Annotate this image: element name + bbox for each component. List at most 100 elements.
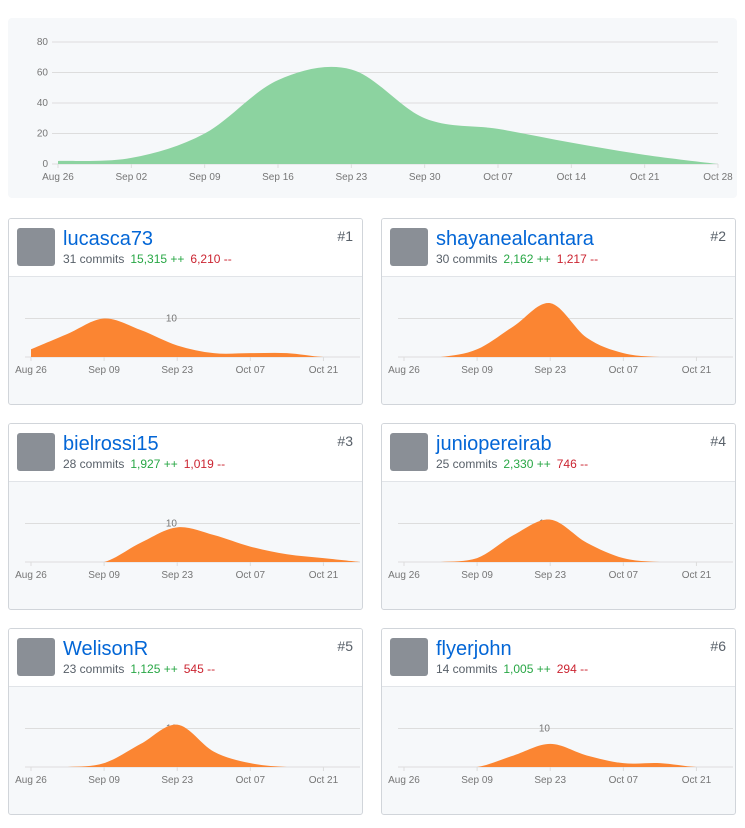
x-tick-label: Sep 09 [88,365,120,376]
x-tick-label: Oct 21 [682,775,712,786]
area [31,527,360,562]
x-tick-label: Sep 23 [161,570,193,581]
rank: #1 [337,228,353,244]
stats: 31 commits 15,315 ++ 6,210 -- [63,252,232,266]
commit-count: 14 commits [436,662,498,676]
rank: #5 [337,638,353,654]
stats: 25 commits 2,330 ++ 746 -- [436,457,588,471]
additions: 2,162 ++ [503,252,551,266]
x-tick-label: Aug 26 [42,172,74,183]
deletions: 1,217 -- [556,252,599,266]
y-tick-label: 20 [37,129,49,140]
rank: #2 [710,228,726,244]
y-tick-label: 40 [37,98,49,109]
x-tick-label: Oct 21 [682,365,712,376]
contributor-card: flyerjohn 14 commits 1,005 ++ 294 -- #6 10 Aug… [381,628,736,815]
x-tick-label: Sep 09 [88,570,120,581]
x-tick-label: Aug 26 [388,775,420,786]
additions: 1,005 ++ [503,662,551,676]
area [404,743,733,767]
username[interactable]: lucasca73 [63,228,154,250]
stats: 28 commits 1,927 ++ 1,019 -- [63,457,225,471]
rank: #6 [710,638,726,654]
card-header: bielrossi15 28 commits 1,927 ++ 1,019 -- #3 [9,424,362,482]
area [31,318,360,357]
x-tick-label: Sep 09 [461,775,493,786]
avatar [390,228,428,266]
x-tick-label: Oct 07 [609,570,639,581]
x-tick-label: Oct 07 [609,365,639,376]
y-tick-label: 60 [37,68,49,79]
x-tick-label: Sep 09 [461,365,493,376]
x-tick-label: Aug 26 [15,570,47,581]
commit-count: 30 commits [436,252,498,266]
username[interactable]: flyerjohn [436,638,512,660]
stats: 30 commits 2,162 ++ 1,217 -- [436,252,598,266]
deletions: 746 -- [556,457,589,471]
x-tick-label: Oct 21 [309,775,339,786]
y-tick-label: 10 [166,519,178,530]
avatar [390,433,428,471]
rank: #4 [710,433,726,449]
x-tick-label: Sep 23 [534,365,566,376]
additions: 2,330 ++ [503,457,551,471]
username[interactable]: WelisonR [63,638,149,660]
x-tick-label: Sep 09 [461,570,493,581]
area [404,519,733,562]
contributor-card: bielrossi15 28 commits 1,927 ++ 1,019 -- #3 1… [8,423,363,610]
deletions: 545 -- [183,662,216,676]
deletions: 1,019 -- [183,457,226,471]
x-tick-label: Oct 14 [557,172,587,183]
x-tick-label: Aug 26 [388,365,420,376]
x-tick-label: Oct 07 [483,172,513,183]
x-tick-label: Oct 21 [309,365,339,376]
username[interactable]: shayanealcantara [436,228,594,250]
x-tick-label: Sep 23 [534,775,566,786]
card-header: shayanealcantara 30 commits 2,162 ++ 1,217 … [382,219,735,277]
overview-panel: 0 20 40 60 80 Aug 26 Sep 02 Sep 09 Sep 16 Sep 23 S… [8,18,737,198]
card-header: juniopereirab 25 commits 2,330 ++ 746 -- #4 [382,424,735,482]
username[interactable]: bielrossi15 [63,433,159,455]
x-tick-label: Oct 21 [309,570,339,581]
x-tick-label: Sep 09 [189,172,221,183]
x-tick-label: Sep 30 [409,172,441,183]
card-header: WelisonR 23 commits 1,125 ++ 545 -- #5 [9,629,362,687]
x-tick-label: Oct 28 [703,172,733,183]
rank: #3 [337,433,353,449]
commit-count: 31 commits [63,252,125,266]
area [58,66,718,164]
x-tick-label: Aug 26 [15,775,47,786]
contributor-card: lucasca73 31 commits 15,315 ++ 6,210 -- #1 10… [8,218,363,405]
deletions: 294 -- [556,662,589,676]
x-tick-label: Oct 21 [682,570,712,581]
additions: 1,927 ++ [130,457,178,471]
x-tick-label: Sep 23 [335,172,367,183]
avatar [17,638,55,676]
additions: 15,315 ++ [130,252,185,266]
deletions: 6,210 -- [190,252,232,266]
stats: 14 commits 1,005 ++ 294 -- [436,662,588,676]
x-tick-label: Oct 21 [630,172,660,183]
card-header: flyerjohn 14 commits 1,005 ++ 294 -- #6 [382,629,735,687]
card-header: lucasca73 31 commits 15,315 ++ 6,210 -- #1 [9,219,362,277]
x-tick-label: Aug 26 [388,570,420,581]
commit-count: 25 commits [436,457,498,471]
x-tick-label: Sep 23 [161,365,193,376]
username[interactable]: juniopereirab [436,433,552,455]
avatar [390,638,428,676]
x-tick-label: Sep 09 [88,775,120,786]
additions: 1,125 ++ [130,662,178,676]
contributor-card: shayanealcantara 30 commits 2,162 ++ 1,217 … [381,218,736,405]
y-tick-label: 10 [166,314,178,325]
y-tick-label: 80 [37,37,49,48]
area [31,724,360,767]
x-tick-label: Sep 23 [161,775,193,786]
